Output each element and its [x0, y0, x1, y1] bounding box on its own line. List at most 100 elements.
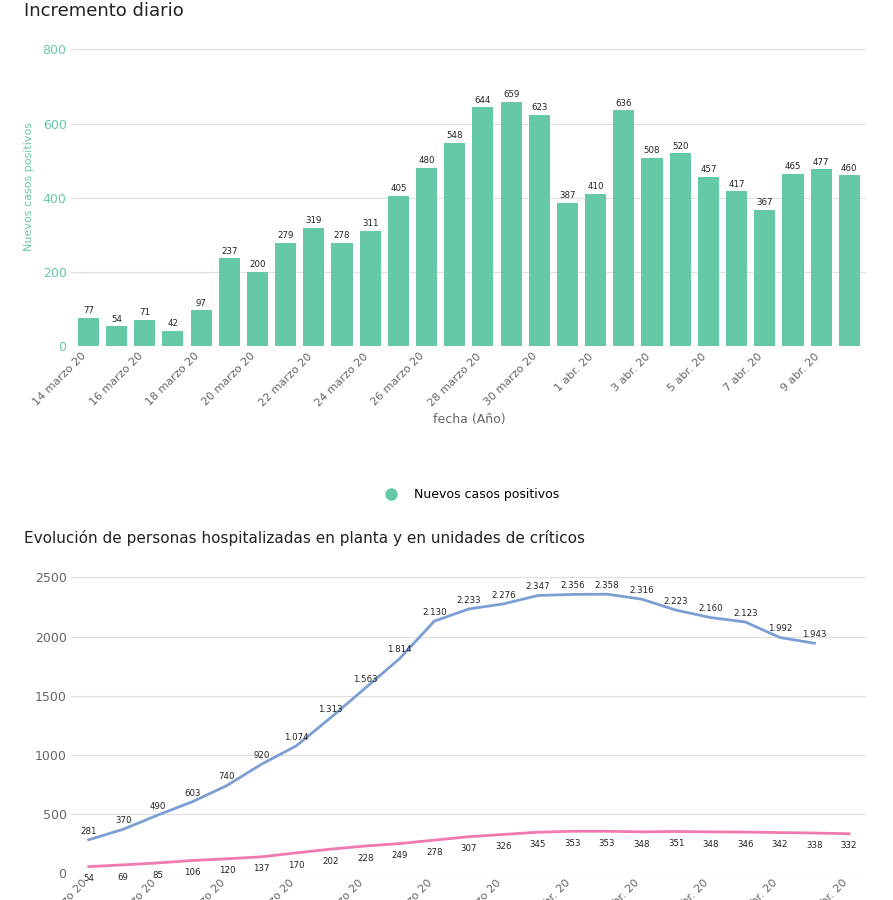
Text: 603: 603 [184, 788, 201, 797]
Hospitalizados en unidades de críticos [429, 834, 439, 845]
Text: 417: 417 [729, 180, 745, 189]
Bar [782, 174, 804, 346]
Text: 920: 920 [254, 752, 270, 760]
Text: 636: 636 [615, 99, 632, 108]
Hospitalizados planta [463, 604, 474, 615]
Bar [275, 243, 296, 346]
Text: 42: 42 [167, 320, 179, 328]
Bar [811, 169, 831, 346]
Text: 2.347: 2.347 [526, 582, 550, 591]
Bar [697, 176, 719, 346]
Bar [190, 310, 212, 346]
Text: 307: 307 [461, 844, 477, 853]
Hospitalizados planta [498, 598, 509, 609]
Bar [641, 158, 663, 346]
Hospitalizados planta [429, 616, 439, 626]
Hospitalizados en unidades de críticos [844, 828, 855, 839]
Text: 54: 54 [111, 315, 122, 324]
Hospitalizados en unidades de críticos [291, 848, 302, 859]
Hospitalizados planta [83, 834, 94, 845]
Hospitalizados en unidades de críticos [671, 826, 681, 837]
Text: 2.316: 2.316 [630, 586, 654, 595]
Hospitalizados planta [671, 605, 681, 616]
Text: 326: 326 [495, 842, 512, 851]
Text: 548: 548 [446, 131, 463, 140]
Text: 77: 77 [83, 306, 94, 315]
Hospitalizados en unidades de críticos [221, 853, 232, 864]
Text: Incremento diario: Incremento diario [24, 2, 183, 20]
Text: 106: 106 [184, 868, 201, 878]
Text: 200: 200 [249, 260, 266, 269]
Bar [501, 102, 522, 346]
Hospitalizados en unidades de críticos [636, 826, 647, 837]
Hospitalizados planta [291, 741, 302, 751]
Text: Evolución de personas hospitalizadas en planta y en unidades de críticos: Evolución de personas hospitalizadas en … [24, 529, 585, 545]
Hospitalizados en unidades de críticos [325, 843, 336, 854]
Hospitalizados planta [774, 632, 785, 643]
Hospitalizados en unidades de críticos [463, 832, 474, 842]
Bar [839, 176, 860, 346]
Text: 348: 348 [633, 840, 650, 849]
Hospitalizados en unidades de críticos [705, 826, 716, 837]
Text: 120: 120 [219, 867, 235, 876]
Bar [360, 230, 380, 346]
Text: 457: 457 [700, 165, 717, 174]
Text: 1.992: 1.992 [768, 625, 792, 634]
Text: 1.313: 1.313 [318, 705, 343, 714]
Bar [444, 143, 465, 346]
Hospitalizados en unidades de críticos [809, 828, 820, 839]
Bar [304, 228, 324, 346]
Bar [331, 243, 353, 346]
Hospitalizados en unidades de críticos [256, 851, 267, 862]
Hospitalizados en unidades de críticos [602, 826, 613, 837]
Hospitalizados en unidades de críticos [187, 855, 197, 866]
Text: 351: 351 [668, 839, 684, 848]
Text: 202: 202 [322, 857, 338, 866]
Text: 338: 338 [806, 841, 822, 850]
Text: 2.358: 2.358 [595, 581, 620, 590]
Bar [472, 107, 494, 346]
Hospitalizados en unidades de críticos [360, 841, 371, 851]
Hospitalizados planta [153, 810, 163, 821]
Text: 170: 170 [288, 860, 305, 869]
Text: 2.233: 2.233 [456, 596, 481, 605]
Hospitalizados planta [636, 594, 647, 605]
Text: 281: 281 [80, 826, 97, 835]
Bar [163, 330, 183, 346]
Text: 367: 367 [756, 198, 773, 207]
Text: 249: 249 [391, 851, 408, 860]
Bar [670, 153, 691, 346]
Text: 477: 477 [813, 158, 830, 166]
X-axis label: fecha (Año): fecha (Año) [432, 413, 505, 427]
Text: 2.130: 2.130 [422, 608, 446, 617]
Hospitalizados planta [705, 612, 716, 623]
Text: 1.814: 1.814 [388, 645, 412, 654]
Y-axis label: Nuevos casos positivos: Nuevos casos positivos [24, 122, 34, 251]
Text: 346: 346 [737, 840, 754, 849]
Hospitalizados planta [395, 653, 405, 664]
Hospitalizados en unidades de críticos [153, 858, 163, 868]
Text: 387: 387 [559, 191, 576, 200]
Hospitalizados planta [360, 683, 371, 694]
Text: 353: 353 [564, 839, 580, 848]
Text: 508: 508 [644, 146, 660, 155]
Text: 1.074: 1.074 [284, 733, 308, 742]
Line: Hospitalizados en unidades de críticos: Hospitalizados en unidades de críticos [88, 832, 849, 867]
Hospitalizados en unidades de críticos [740, 827, 751, 838]
Hospitalizados planta [740, 616, 751, 627]
Hospitalizados planta [567, 589, 578, 599]
Text: 279: 279 [278, 231, 294, 240]
Text: 278: 278 [334, 231, 350, 240]
Bar [134, 320, 155, 346]
Hospitalizados planta [187, 796, 197, 807]
Text: 278: 278 [426, 848, 443, 857]
Text: 85: 85 [153, 870, 163, 879]
Text: 460: 460 [841, 164, 857, 173]
Bar [246, 272, 268, 346]
Text: 342: 342 [772, 841, 788, 850]
Text: 2.160: 2.160 [698, 605, 723, 614]
Hospitalizados planta [809, 638, 820, 649]
Text: 370: 370 [115, 816, 131, 825]
Text: 319: 319 [305, 216, 322, 225]
Text: 623: 623 [531, 104, 547, 112]
